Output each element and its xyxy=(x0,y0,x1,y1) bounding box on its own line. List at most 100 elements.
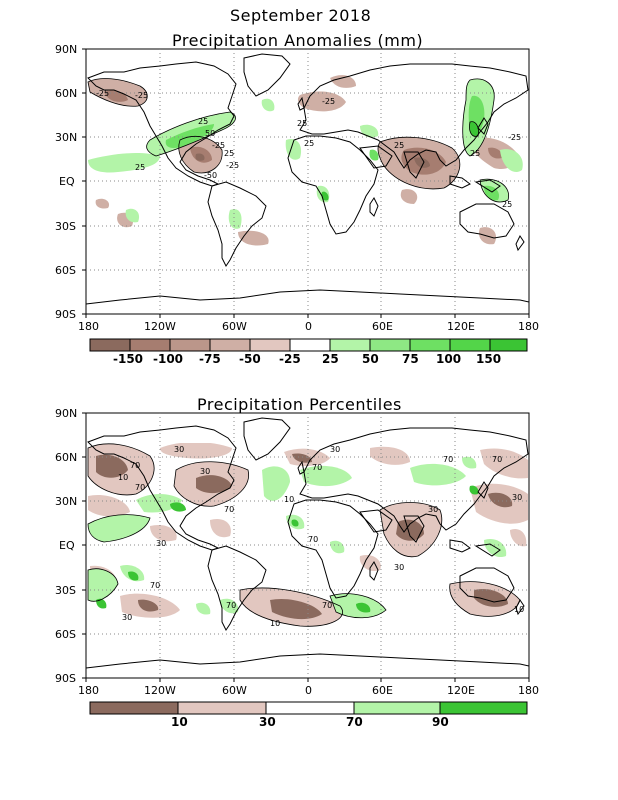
percentile-colorbar xyxy=(89,701,528,715)
map1-lat-label: 90S xyxy=(55,308,76,321)
map1-contour-label: -25 xyxy=(212,141,225,150)
map1-lat-label: 30S xyxy=(55,220,76,233)
map1-lon-label: 180 xyxy=(78,320,99,333)
map1-contour-label: 25 xyxy=(135,163,145,172)
colorbar-swatch xyxy=(449,338,491,352)
map2-contour-label: 70 xyxy=(443,455,453,464)
map2-contour-label: 30 xyxy=(156,539,166,548)
map2-lon-label: 60E xyxy=(372,684,393,697)
map2-contour-label: 10 xyxy=(284,495,294,504)
map1-contour-label: 25 xyxy=(224,149,234,158)
colorbar-label: 90 xyxy=(432,715,449,729)
map1-contour-label: -25 xyxy=(135,91,148,100)
map1-lon-label: 60E xyxy=(372,320,393,333)
map2-contour-label: 30 xyxy=(200,467,210,476)
map1-lon-label: 180 xyxy=(518,320,539,333)
anomaly-map-frame xyxy=(85,48,530,315)
map2-contour-label: 30 xyxy=(428,505,438,514)
map1-contour-label: 25 xyxy=(502,200,512,209)
map1-lon-label: 0 xyxy=(305,320,312,333)
map1-contour-label: 25 xyxy=(304,139,314,148)
colorbar-swatch xyxy=(177,701,267,715)
map1-contour-label: 25 xyxy=(470,149,480,158)
anomaly-gridlines xyxy=(86,49,529,314)
colorbar-label: 10 xyxy=(171,715,188,729)
map2-contour-label: 30 xyxy=(174,445,184,454)
anomaly-contour-labels: -25 -25 25 50 -25 25 25 -25 -50 25 25 -2… xyxy=(96,89,521,209)
map1-lon-label: 120W xyxy=(144,320,176,333)
map2-contour-label: 70 xyxy=(322,601,332,610)
map2-lon-label: 120E xyxy=(447,684,475,697)
map1-contour-label: 25 xyxy=(198,117,208,126)
map2-contour-label: 10 xyxy=(514,605,524,614)
anomaly-ticks xyxy=(82,48,530,318)
map2-lon-label: 120W xyxy=(144,684,176,697)
map1-lon-label: 120E xyxy=(447,320,475,333)
map2-lon-label: 60W xyxy=(222,684,247,697)
colorbar-swatch xyxy=(265,701,355,715)
percentile-map-title: Precipitation Percentiles xyxy=(197,395,402,414)
map1-contour-label: -50 xyxy=(204,171,217,180)
colorbar-swatch xyxy=(329,338,371,352)
map2-lat-label: 90N xyxy=(55,407,78,420)
percentile-shading xyxy=(86,413,529,678)
map2-contour-label: 30 xyxy=(394,563,404,572)
map1-lat-label: 30N xyxy=(55,131,78,144)
colorbar-label: 50 xyxy=(362,352,379,366)
map1-contour-label: -25 xyxy=(226,161,239,170)
map1-contour-label: -25 xyxy=(322,97,335,106)
map2-contour-label: 70 xyxy=(150,581,160,590)
map2-contour-label: 70 xyxy=(312,463,322,472)
anomaly-contours xyxy=(87,78,509,203)
map2-contour-label: 70 xyxy=(492,455,502,464)
colorbar-label: 30 xyxy=(259,715,276,729)
colorbar-label: -100 xyxy=(153,352,184,366)
map2-contour-label: 10 xyxy=(270,619,280,628)
map2-contour-label: 70 xyxy=(135,483,145,492)
percentile-map-frame xyxy=(85,412,530,679)
map2-contour-label: 30 xyxy=(122,613,132,622)
colorbar-label: 150 xyxy=(476,352,502,366)
map2-lat-label: 60S xyxy=(55,628,76,641)
map2-lon-label: 180 xyxy=(78,684,99,697)
colorbar-label: 70 xyxy=(346,715,363,729)
map2-contour-label: 70 xyxy=(224,505,234,514)
colorbar-label: 75 xyxy=(402,352,419,366)
colorbar-label: -75 xyxy=(199,352,221,366)
colorbar-label: -50 xyxy=(239,352,261,366)
colorbar-swatch xyxy=(289,338,331,352)
colorbar-swatch xyxy=(209,338,251,352)
map1-contour-label: 25 xyxy=(394,141,404,150)
map1-lon-label: 60W xyxy=(222,320,247,333)
map2-lon-label: 180 xyxy=(518,684,539,697)
colorbar-swatch xyxy=(129,338,171,352)
map2-lon-label: 0 xyxy=(305,684,312,697)
colorbar-swatch xyxy=(409,338,451,352)
colorbar-label: -150 xyxy=(113,352,144,366)
map2-contour-label: 70 xyxy=(226,601,236,610)
anomaly-colorbar xyxy=(89,338,528,352)
colorbar-swatch xyxy=(89,701,179,715)
colorbar-swatch xyxy=(89,338,131,352)
colorbar-label: -25 xyxy=(279,352,301,366)
map2-lat-label: EQ xyxy=(59,539,75,552)
map2-lat-label: 30N xyxy=(55,495,78,508)
map2-contour-label: 70 xyxy=(130,461,140,470)
percentile-ticks xyxy=(82,412,530,682)
map1-contour-label: -25 xyxy=(96,89,109,98)
anomaly-map-title: Precipitation Anomalies (mm) xyxy=(172,31,424,50)
colorbar-swatch xyxy=(369,338,411,352)
map2-lat-label: 60N xyxy=(55,451,78,464)
percentile-contours xyxy=(87,443,521,627)
anomaly-coastlines xyxy=(86,53,529,305)
page-title: September 2018 xyxy=(230,6,372,25)
map1-lat-label: EQ xyxy=(59,175,75,188)
map2-contour-label: 10 xyxy=(118,473,128,482)
map2-lat-label: 30S xyxy=(55,584,76,597)
colorbar-label: 100 xyxy=(436,352,462,366)
colorbar-swatch xyxy=(249,338,291,352)
map2-contour-label: 30 xyxy=(512,493,522,502)
colorbar-swatch xyxy=(489,338,528,352)
colorbar-swatch xyxy=(353,701,441,715)
map2-contour-label: 70 xyxy=(308,535,318,544)
